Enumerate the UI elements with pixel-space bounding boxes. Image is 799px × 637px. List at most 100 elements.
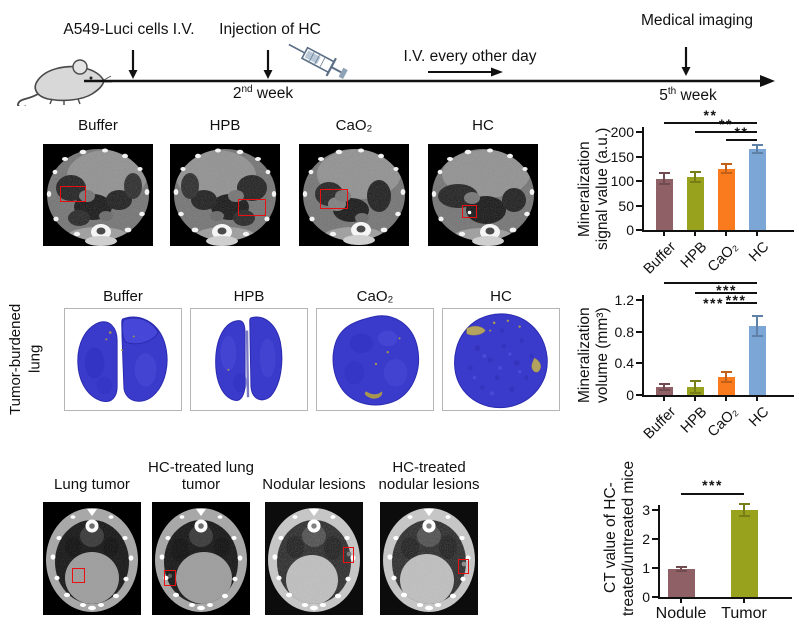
y-tick-label: 0.8: [614, 323, 634, 340]
error-bar: [743, 503, 745, 517]
y-tick: [636, 330, 642, 333]
timeline-arrow: [84, 75, 775, 87]
error-bar-cap: [689, 180, 701, 183]
x-axis: [642, 230, 794, 232]
ct-scan-image: [43, 144, 153, 246]
y-tick: [652, 567, 658, 569]
x-tick: [663, 397, 665, 401]
ct-image-hpb: [170, 144, 280, 246]
week2-text: week: [252, 85, 294, 103]
week5-ordinal: th: [667, 86, 677, 97]
error-bar-cap: [720, 163, 732, 166]
error-bar-cap: [751, 314, 763, 317]
y-tick: [636, 180, 642, 182]
error-bar: [694, 172, 696, 182]
y-tick: [636, 362, 642, 365]
timeline-label-imaging: Medical imaging: [641, 12, 753, 29]
x-tick: [743, 599, 745, 603]
x-tick-label: Nodule: [655, 605, 707, 622]
bottom-label-hc-nodular: HC-treated nodular lesions: [378, 459, 480, 494]
y-tick-label: 0.4: [614, 355, 634, 372]
error-bar-cap: [689, 379, 701, 382]
error-bar-cap: [751, 144, 763, 147]
lung-label-buffer: Buffer: [103, 288, 143, 305]
x-tick-label: Tumor: [721, 605, 767, 622]
error-bar-cap: [720, 380, 732, 383]
ct-label-hc: HC: [472, 117, 494, 134]
error-bar-cap: [751, 335, 763, 338]
ct-image-buffer: [43, 144, 153, 246]
y-tick: [636, 394, 642, 396]
bar-HC: [748, 326, 766, 395]
x-tick-label: CaO₂: [704, 239, 742, 276]
significance-stars: **: [734, 124, 749, 140]
chart-ct-value-ratio: CT value of HC-treated/untreated mice 0 1 2…: [598, 442, 799, 637]
y-tick-label: 50: [618, 197, 634, 214]
x-tick: [680, 599, 682, 603]
x-tick-label: HC: [746, 239, 773, 266]
bar-HC: [748, 149, 766, 230]
y-tick-label: 200: [610, 124, 634, 140]
lung-render-hc: [442, 308, 560, 411]
bottom-label-hc-lung-tumor: HC-treated lung tumor: [148, 459, 254, 494]
x-axis: [642, 395, 794, 397]
down-arrow-icon: [681, 47, 691, 76]
lung-label-cao2: CaO₂: [356, 288, 394, 305]
ct-scan-image: [265, 502, 363, 615]
bar-Tumor: [730, 510, 758, 597]
error-bar-cap: [689, 171, 701, 174]
x-tick-label: HC: [746, 404, 773, 431]
error-bar-cap: [751, 152, 763, 155]
timeline-label-cells: A549-Luci cells I.V.: [63, 21, 195, 38]
week2-number: 2: [232, 85, 242, 103]
error-bar-cap: [658, 382, 670, 385]
lung-3d-image: [77, 316, 168, 403]
significance-line: [695, 292, 757, 294]
significance-line: [664, 122, 757, 124]
significance-stars: ***: [716, 282, 737, 298]
row-side-label: Tumor-burdened lung: [6, 296, 48, 422]
y-tick-label: 0: [626, 222, 634, 238]
bar-HPB: [686, 177, 704, 230]
error-bar-cap: [675, 570, 687, 573]
repeat-right-arrow-icon: [428, 67, 503, 77]
y-tick: [636, 229, 642, 231]
ct-scan-image: [170, 144, 280, 246]
lung-render-cao2: [316, 308, 434, 411]
error-bar: [756, 315, 758, 337]
lung-render-buffer: [64, 308, 182, 411]
y-tick: [652, 509, 658, 511]
x-tick: [694, 232, 696, 236]
y-tick: [636, 155, 642, 158]
significance-stars: ***: [703, 295, 724, 311]
lung-label-hpb: HPB: [233, 288, 265, 305]
y-tick: [636, 204, 642, 207]
timeline-week2: 2nd week: [233, 84, 293, 103]
bar-Nodule: [667, 568, 695, 597]
error-bar: [694, 380, 696, 394]
ct-scan-image: [428, 144, 538, 246]
significance-line: [726, 139, 757, 141]
roi-box: [238, 199, 266, 217]
x-tick-label: HPB: [677, 404, 711, 437]
error-bar-cap: [720, 172, 732, 175]
roi-box: [343, 547, 355, 563]
y-axis: [658, 505, 660, 599]
bottom-label-lung-tumor: Lung tumor: [54, 476, 130, 494]
lung-render-hpb: [190, 308, 308, 411]
ct-label-cao2: CaO₂: [335, 117, 373, 134]
error-bar-cap: [720, 371, 732, 374]
bar-CaO₂: [717, 168, 735, 230]
y-tick: [652, 596, 658, 598]
x-tick: [756, 397, 758, 401]
y-axis: [642, 127, 644, 232]
x-tick-label: Buffer: [640, 404, 680, 443]
significance-line: [695, 131, 757, 133]
chart-mineralization-signal: Mineralization signal value (a.u.) 0 50 100 1…: [576, 107, 799, 277]
significance-stars: ***: [725, 292, 747, 308]
syringe-icon: [288, 43, 348, 79]
y-tick: [636, 298, 642, 301]
y-tick-label: 150: [610, 148, 634, 165]
x-tick: [663, 232, 665, 236]
timeline-label-injection: Injection of HC: [219, 21, 321, 38]
